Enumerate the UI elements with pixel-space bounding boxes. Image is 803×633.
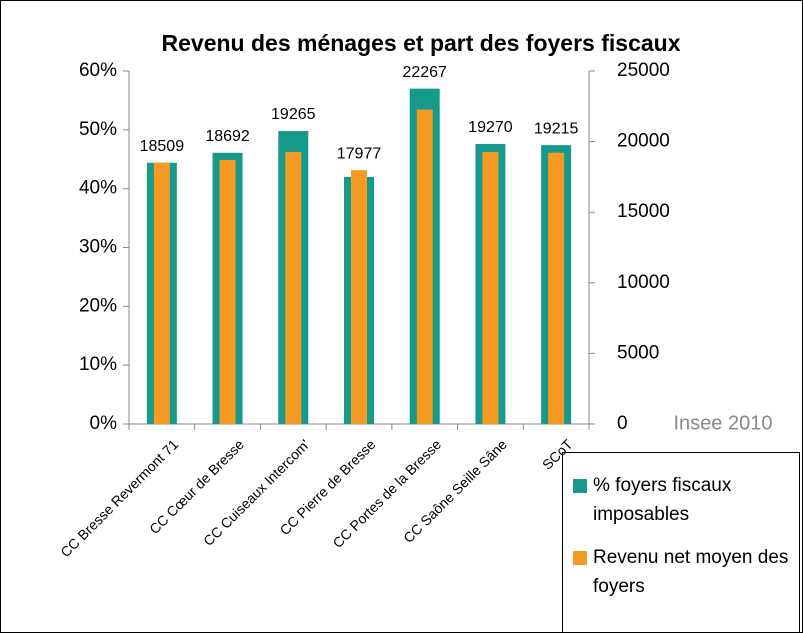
y-tick-label: 0% [90,413,118,434]
data-label: 22267 [402,64,447,81]
y2-tick-label: 0 [617,413,628,434]
y-tick-label: 60% [79,60,117,81]
x-tick-label: CC Portes de la Bresse [329,436,444,551]
data-label: 19215 [534,120,579,137]
y2-tick-label: 10000 [617,272,670,293]
y2-tick-label: 25000 [617,60,670,81]
chart-title: Revenu des ménages et part des foyers fi… [162,30,681,56]
data-label: 18692 [205,128,250,145]
data-label: 19265 [271,106,316,123]
bar-revenu [548,152,565,424]
data-label: 17977 [337,145,382,162]
bar-revenu [219,160,236,424]
legend-label: % foyers fiscaux imposables [593,475,732,525]
legend: % foyers fiscaux imposables Revenu net mo… [562,452,800,632]
y-tick-label: 30% [79,237,117,258]
y2-tick-label: 15000 [617,201,670,222]
legend-swatch [573,551,587,565]
annotation: Insee 2010 [674,412,773,434]
y-tick-label: 40% [79,178,117,199]
legend-label: Revenu net moyen des foyers [593,547,789,597]
y2-tick-label: 5000 [617,342,659,363]
bar-revenu [482,151,499,424]
x-tick-label: CC Bresse Revermont 71 [57,436,181,560]
legend-swatch [573,479,587,493]
legend-item: Revenu net moyen des foyers [573,543,791,601]
legend-item: % foyers fiscaux imposables [573,471,791,529]
data-label: 19270 [468,119,513,136]
y2-tick-label: 20000 [617,131,670,152]
data-label: 18509 [140,138,185,155]
bar-revenu [285,151,302,424]
y-tick-label: 10% [79,354,117,375]
bar-revenu [153,162,170,424]
y-tick-label: 20% [79,295,117,316]
x-tick-label: CC Cuiseaux Intercom' [200,436,313,549]
y-tick-label: 50% [79,119,117,140]
bar-revenu [351,170,367,424]
bar-revenu [416,109,433,424]
